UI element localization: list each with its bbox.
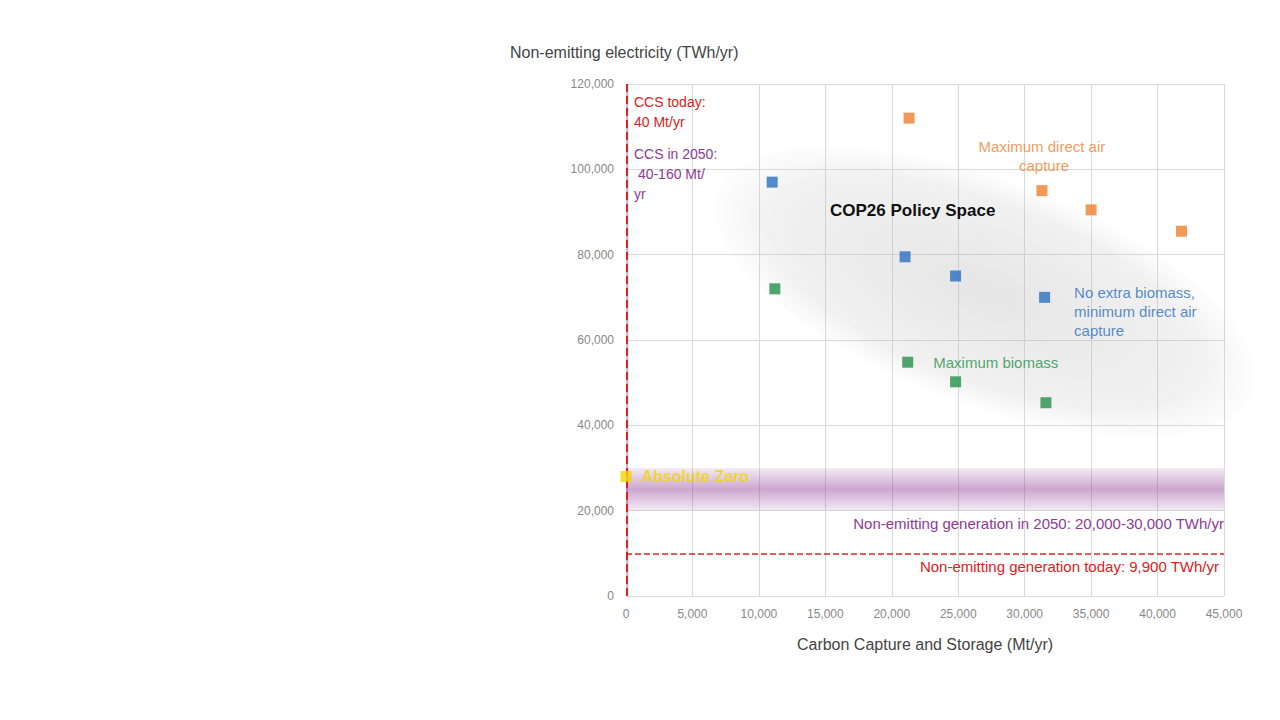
- svg-text:0: 0: [623, 607, 630, 621]
- svg-text:Non-emitting generation in 205: Non-emitting generation in 2050: 20,000-…: [853, 515, 1224, 532]
- svg-text:40,000: 40,000: [577, 418, 614, 432]
- svg-text:25,000: 25,000: [940, 607, 977, 621]
- svg-text:45,000: 45,000: [1206, 607, 1243, 621]
- svg-text:yr: yr: [634, 186, 646, 202]
- svg-text:15,000: 15,000: [807, 607, 844, 621]
- svg-text:40 Mt/yr: 40 Mt/yr: [634, 114, 685, 130]
- svg-text:CCS today:: CCS today:: [634, 94, 709, 110]
- svg-text:40-160 Mt/: 40-160 Mt/: [634, 166, 705, 182]
- svg-text:Non-emitting electricity (TWh/: Non-emitting electricity (TWh/yr): [510, 44, 738, 61]
- svg-text:35,000: 35,000: [1073, 607, 1110, 621]
- svg-text:100,000: 100,000: [571, 162, 615, 176]
- svg-text:120,000: 120,000: [571, 77, 615, 91]
- svg-text:10,000: 10,000: [741, 607, 778, 621]
- svg-text:Non-emitting generation today:: Non-emitting generation today: 9,900 TWh…: [920, 558, 1219, 575]
- svg-text:40,000: 40,000: [1139, 607, 1176, 621]
- svg-text:COP26 Policy Space: COP26 Policy Space: [830, 201, 995, 220]
- svg-text:capture: capture: [1074, 322, 1124, 339]
- svg-text:Maximum biomass: Maximum biomass: [933, 354, 1058, 371]
- svg-text:30,000: 30,000: [1006, 607, 1043, 621]
- svg-text:60,000: 60,000: [577, 333, 614, 347]
- svg-text:20,000: 20,000: [873, 607, 910, 621]
- svg-text:capture: capture: [1015, 157, 1069, 174]
- svg-text:5,000: 5,000: [677, 607, 707, 621]
- svg-text:80,000: 80,000: [577, 248, 614, 262]
- svg-text:No extra biomass,: No extra biomass,: [1074, 284, 1199, 301]
- svg-text:0: 0: [607, 589, 614, 603]
- svg-text:Carbon Capture and Storage (Mt: Carbon Capture and Storage (Mt/yr): [797, 636, 1053, 653]
- svg-text:20,000: 20,000: [577, 504, 614, 518]
- svg-text:Absolute Zero: Absolute Zero: [642, 468, 750, 485]
- svg-text:CCS in 2050:: CCS in 2050:: [634, 146, 717, 162]
- svg-text:Maximum direct air: Maximum direct air: [979, 138, 1106, 155]
- svg-text:minimum direct air: minimum direct air: [1074, 303, 1201, 320]
